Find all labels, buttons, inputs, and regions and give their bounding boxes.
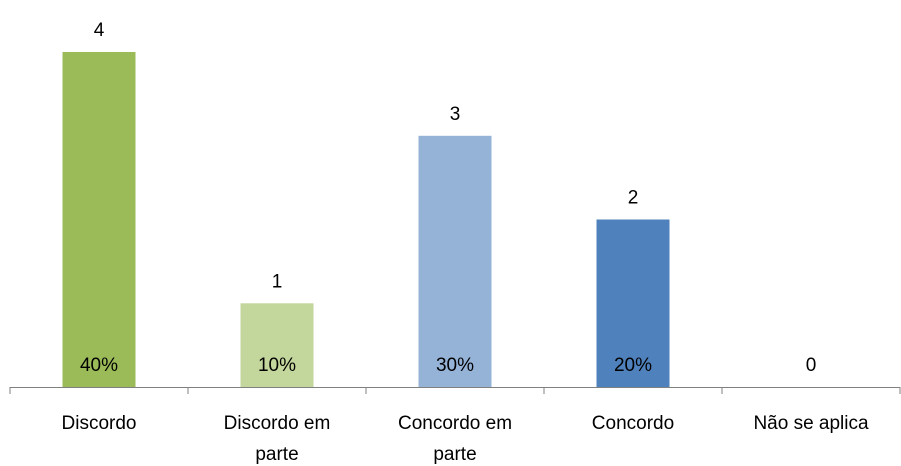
bar-0 bbox=[62, 52, 136, 387]
bar-2 bbox=[418, 135, 492, 388]
bar-3 bbox=[596, 219, 670, 387]
labels-layer: 4 40% Discordo 1 10% Discordo em parte 3 30% Conc… bbox=[62, 20, 869, 465]
category-label-4: Não se aplica bbox=[753, 413, 869, 434]
percent-label-2: 30% bbox=[436, 355, 474, 376]
x-axis bbox=[9, 387, 901, 394]
bars-layer bbox=[62, 52, 670, 388]
value-label-3: 2 bbox=[628, 188, 639, 209]
percent-label-1: 10% bbox=[258, 355, 296, 376]
value-label-0: 4 bbox=[94, 20, 105, 41]
value-label-2: 3 bbox=[450, 104, 461, 125]
percent-label-3: 20% bbox=[614, 355, 652, 376]
category-label-3: Concordo bbox=[592, 413, 674, 434]
value-label-1: 1 bbox=[272, 271, 283, 292]
percent-label-0: 40% bbox=[80, 355, 118, 376]
category-label-2: Concordo em parte bbox=[398, 413, 512, 465]
value-label-4: 0 bbox=[806, 355, 817, 376]
category-label-0: Discordo bbox=[62, 413, 137, 434]
bar-1 bbox=[240, 303, 314, 388]
category-label-1: Discordo em parte bbox=[224, 413, 331, 465]
